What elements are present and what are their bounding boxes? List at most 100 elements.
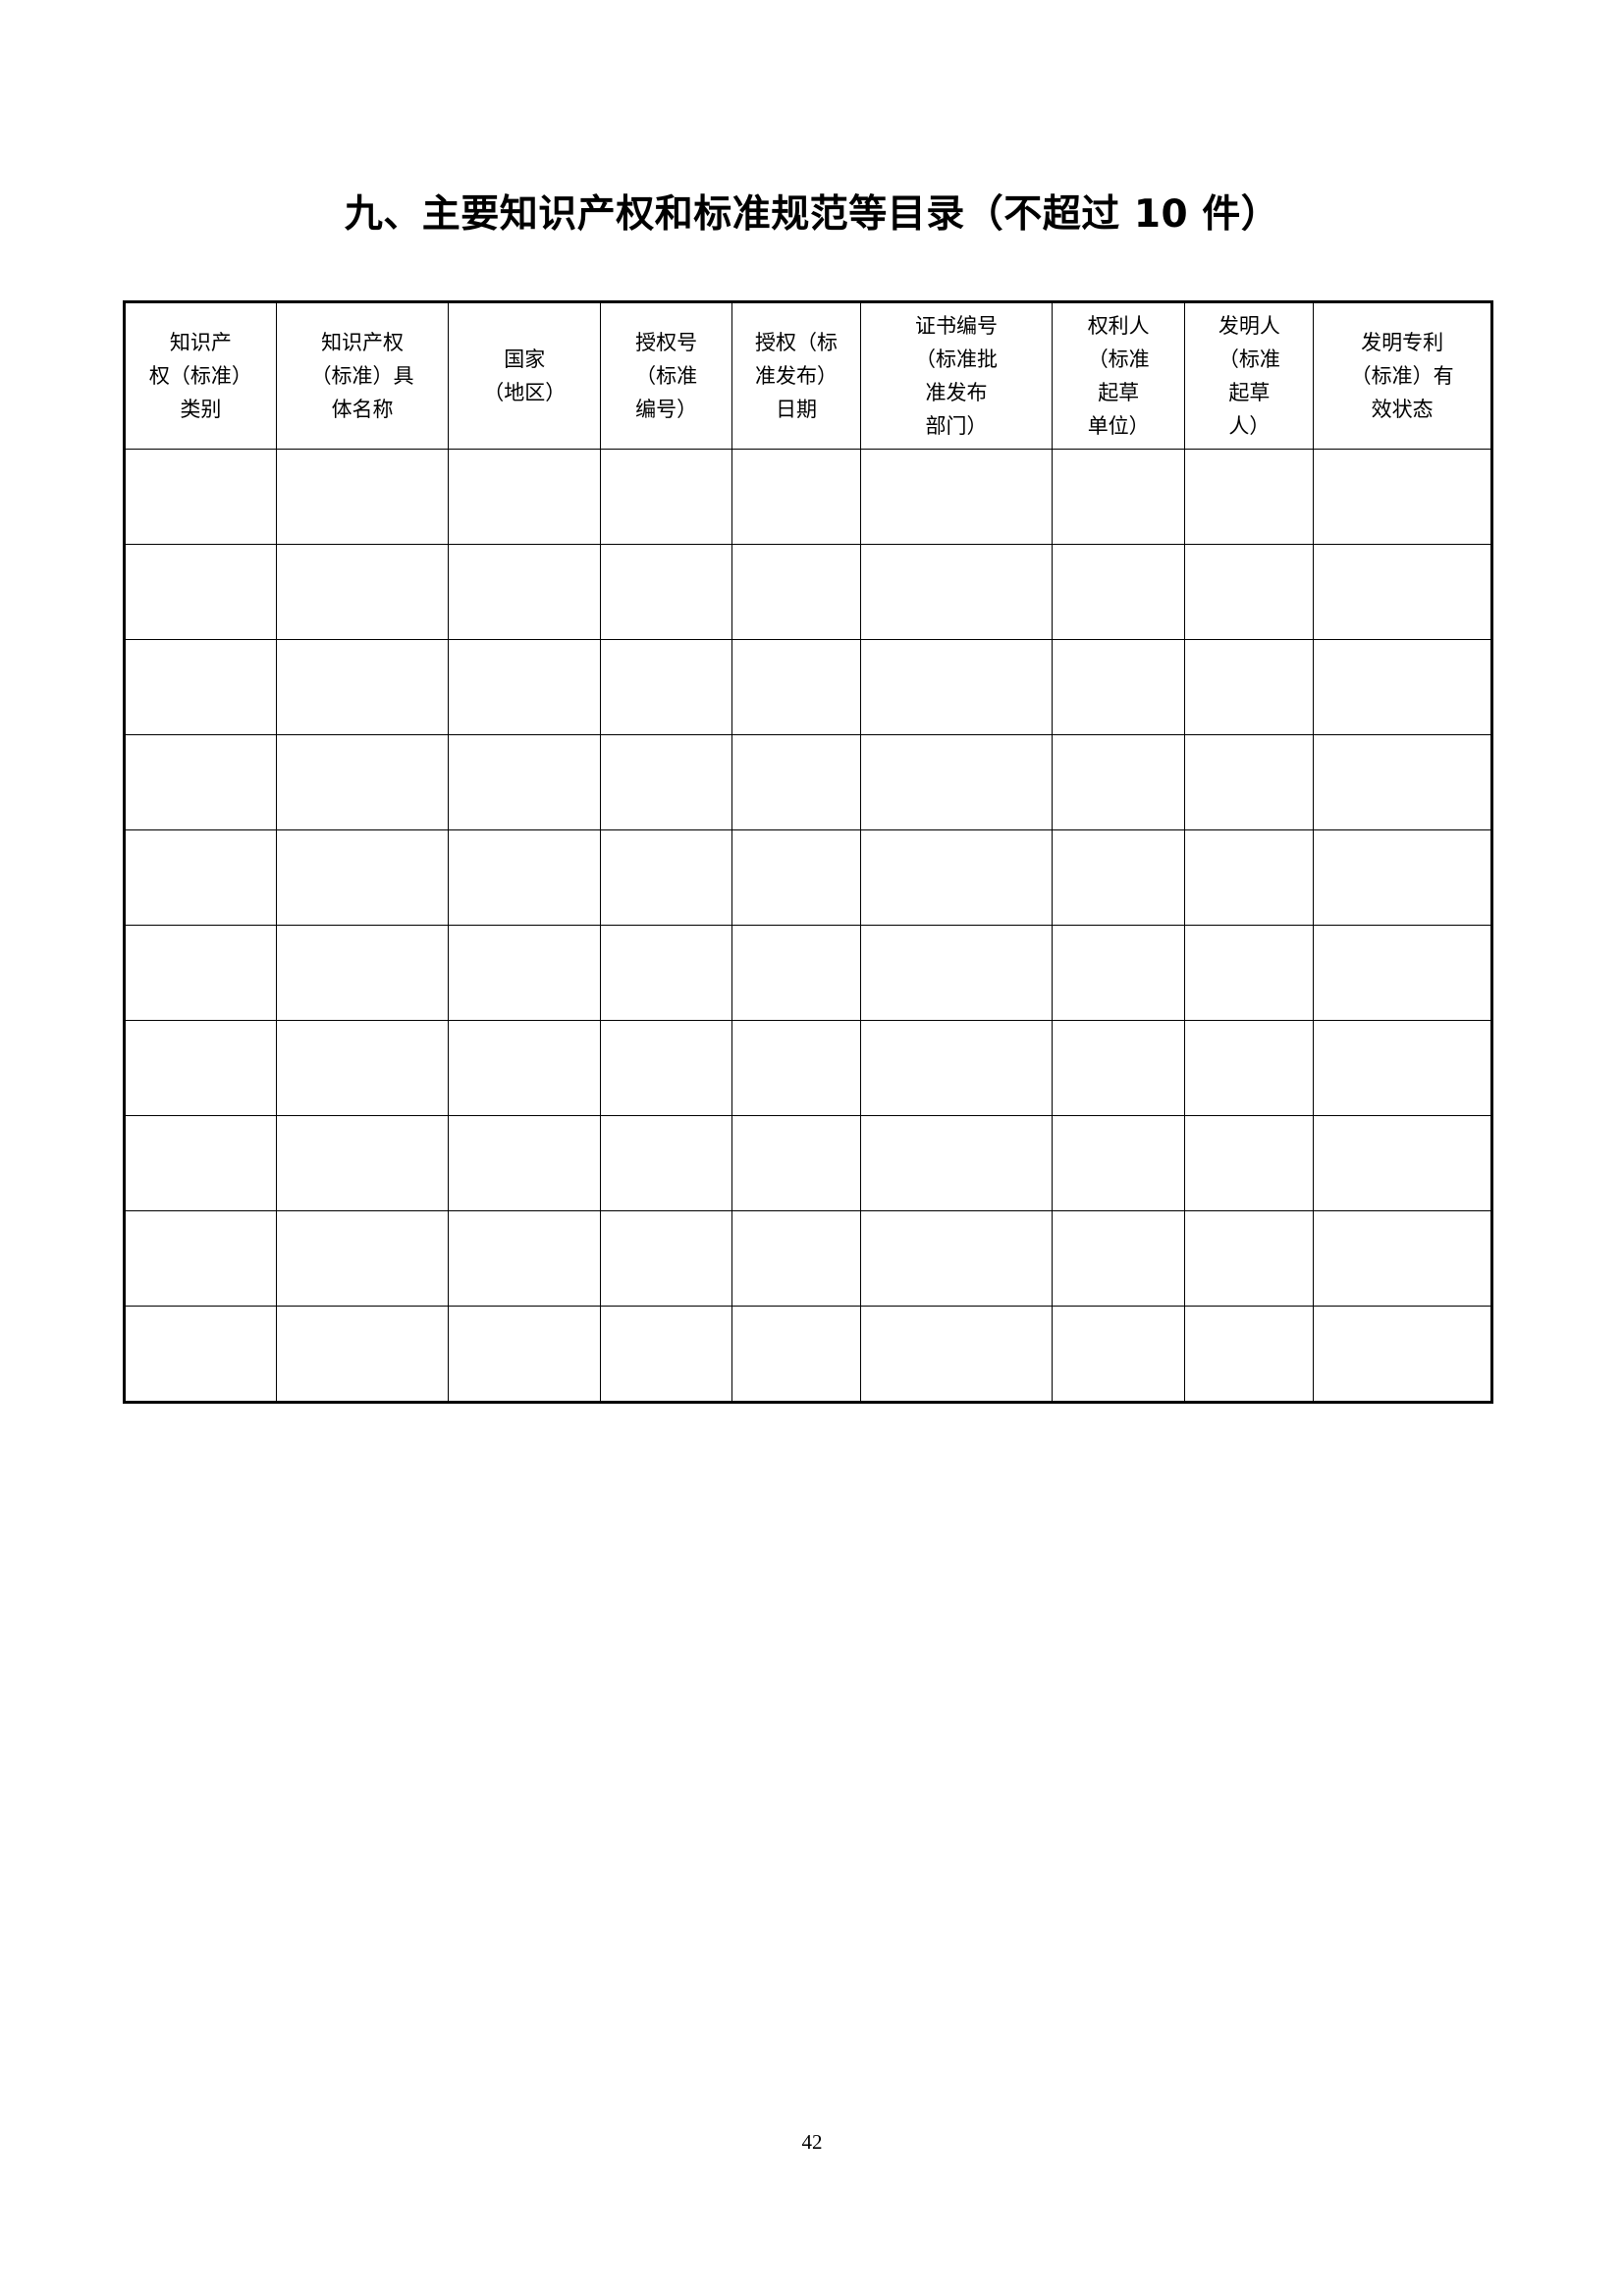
table-cell-grant_date[interactable] [731, 544, 862, 640]
table-cell-grant_number[interactable] [600, 449, 733, 545]
table-cell-country[interactable] [448, 1020, 602, 1116]
table-cell-inventor[interactable] [1184, 1115, 1315, 1211]
table-cell-grant_number[interactable] [600, 1020, 733, 1116]
table-cell-inventor[interactable] [1184, 639, 1315, 735]
table-cell-category[interactable] [124, 639, 277, 735]
table-cell-grant_date[interactable] [731, 1115, 862, 1211]
table-cell-status[interactable] [1313, 829, 1492, 926]
table-cell-country[interactable] [448, 1306, 602, 1403]
table-cell-inventor[interactable] [1184, 829, 1315, 926]
table-cell-specific_name[interactable] [275, 734, 450, 830]
table-cell-status[interactable] [1313, 544, 1492, 640]
table-cell-grant_number[interactable] [600, 639, 733, 735]
table-cell-grant_date[interactable] [731, 734, 862, 830]
column-header-line: 起草 [1228, 381, 1271, 404]
table-cell-grant_number[interactable] [600, 1306, 733, 1403]
table-cell-category[interactable] [124, 734, 277, 830]
table-cell-specific_name[interactable] [275, 1115, 450, 1211]
table-cell-grant_number[interactable] [600, 544, 733, 640]
table-cell-grant_date[interactable] [731, 1020, 862, 1116]
table-cell-inventor[interactable] [1184, 925, 1315, 1021]
table-cell-specific_name[interactable] [275, 1210, 450, 1307]
table-cell-right_holder[interactable] [1051, 1306, 1186, 1403]
table-cell-category[interactable] [124, 829, 277, 926]
table-cell-specific_name[interactable] [275, 829, 450, 926]
table-cell-country[interactable] [448, 1115, 602, 1211]
table-cell-status[interactable] [1313, 1020, 1492, 1116]
table-cell-certificate_no[interactable] [860, 734, 1053, 830]
table-cell-certificate_no[interactable] [860, 639, 1053, 735]
table-cell-inventor[interactable] [1184, 1210, 1315, 1307]
table-cell-grant_number[interactable] [600, 734, 733, 830]
table-cell-right_holder[interactable] [1051, 734, 1186, 830]
table-cell-grant_date[interactable] [731, 449, 862, 545]
table-cell-grant_date[interactable] [731, 925, 862, 1021]
table-cell-right_holder[interactable] [1051, 1210, 1186, 1307]
table-cell-status[interactable] [1313, 1306, 1492, 1403]
table-cell-category[interactable] [124, 1020, 277, 1116]
column-header-label: 发明专利 （标准）有 效状态 [1314, 326, 1490, 426]
table-cell-certificate_no[interactable] [860, 1020, 1053, 1116]
table-row [124, 1115, 1492, 1211]
table-cell-grant_number[interactable] [600, 1115, 733, 1211]
table-cell-country[interactable] [448, 449, 602, 545]
table-cell-grant_date[interactable] [731, 1306, 862, 1403]
table-cell-inventor[interactable] [1184, 544, 1315, 640]
column-header-label: 证书编号 （标准批 准发布 部门） [861, 309, 1052, 443]
table-cell-status[interactable] [1313, 449, 1492, 545]
table-cell-specific_name[interactable] [275, 449, 450, 545]
table-cell-category[interactable] [124, 449, 277, 545]
table-cell-category[interactable] [124, 1210, 277, 1307]
table-cell-right_holder[interactable] [1051, 639, 1186, 735]
table-cell-country[interactable] [448, 925, 602, 1021]
page-title: 九、主要知识产权和标准规范等目录（不超过 10 件） [344, 192, 1280, 237]
table-cell-status[interactable] [1313, 1115, 1492, 1211]
column-header-line: 单位） [1087, 414, 1150, 439]
table-cell-category[interactable] [124, 1306, 277, 1403]
table-cell-inventor[interactable] [1184, 1306, 1315, 1403]
table-cell-specific_name[interactable] [275, 1020, 450, 1116]
table-cell-right_holder[interactable] [1051, 544, 1186, 640]
table-cell-country[interactable] [448, 639, 602, 735]
table-cell-grant_number[interactable] [600, 925, 733, 1021]
table-cell-grant_date[interactable] [731, 639, 862, 735]
table-cell-status[interactable] [1313, 734, 1492, 830]
table-cell-status[interactable] [1313, 639, 1492, 735]
table-cell-inventor[interactable] [1184, 734, 1315, 830]
table-cell-grant_date[interactable] [731, 1210, 862, 1307]
table-cell-category[interactable] [124, 1115, 277, 1211]
table-header-row: 知识产 权（标准） 类别 知识产权 （标准）具 体名称 国家 （地区） 授权号 （标准 编号） 授权（… [124, 301, 1492, 450]
table-cell-certificate_no[interactable] [860, 1115, 1053, 1211]
table-cell-specific_name[interactable] [275, 1306, 450, 1403]
table-cell-certificate_no[interactable] [860, 544, 1053, 640]
table-cell-certificate_no[interactable] [860, 925, 1053, 1021]
table-cell-grant_date[interactable] [731, 829, 862, 926]
table-cell-right_holder[interactable] [1051, 829, 1186, 926]
table-cell-country[interactable] [448, 1210, 602, 1307]
table-cell-certificate_no[interactable] [860, 829, 1053, 926]
table-cell-specific_name[interactable] [275, 544, 450, 640]
table-cell-inventor[interactable] [1184, 1020, 1315, 1116]
table-cell-specific_name[interactable] [275, 925, 450, 1021]
table-cell-specific_name[interactable] [275, 639, 450, 735]
column-header-line: 部门） [925, 414, 988, 439]
table-cell-grant_number[interactable] [600, 829, 733, 926]
table-cell-status[interactable] [1313, 1210, 1492, 1307]
table-cell-status[interactable] [1313, 925, 1492, 1021]
page-number: 42 [801, 2130, 823, 2154]
table-cell-country[interactable] [448, 734, 602, 830]
table-cell-certificate_no[interactable] [860, 1210, 1053, 1307]
table-cell-right_holder[interactable] [1051, 1115, 1186, 1211]
table-cell-category[interactable] [124, 544, 277, 640]
table-cell-right_holder[interactable] [1051, 1020, 1186, 1116]
table-cell-country[interactable] [448, 829, 602, 926]
table-cell-certificate_no[interactable] [860, 1306, 1053, 1403]
table-cell-inventor[interactable] [1184, 449, 1315, 545]
table-cell-category[interactable] [124, 925, 277, 1021]
table-cell-right_holder[interactable] [1051, 449, 1186, 545]
table-cell-grant_number[interactable] [600, 1210, 733, 1307]
table-cell-right_holder[interactable] [1051, 925, 1186, 1021]
table-cell-certificate_no[interactable] [860, 449, 1053, 545]
table-cell-country[interactable] [448, 544, 602, 640]
